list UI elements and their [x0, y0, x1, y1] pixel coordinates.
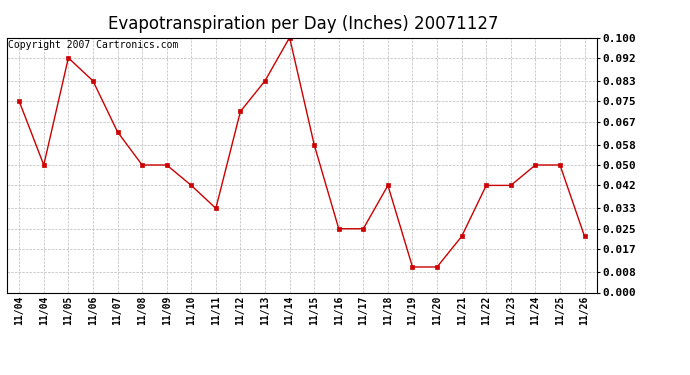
- Text: Evapotranspiration per Day (Inches) 20071127: Evapotranspiration per Day (Inches) 2007…: [108, 15, 499, 33]
- Text: Copyright 2007 Cartronics.com: Copyright 2007 Cartronics.com: [8, 40, 179, 50]
